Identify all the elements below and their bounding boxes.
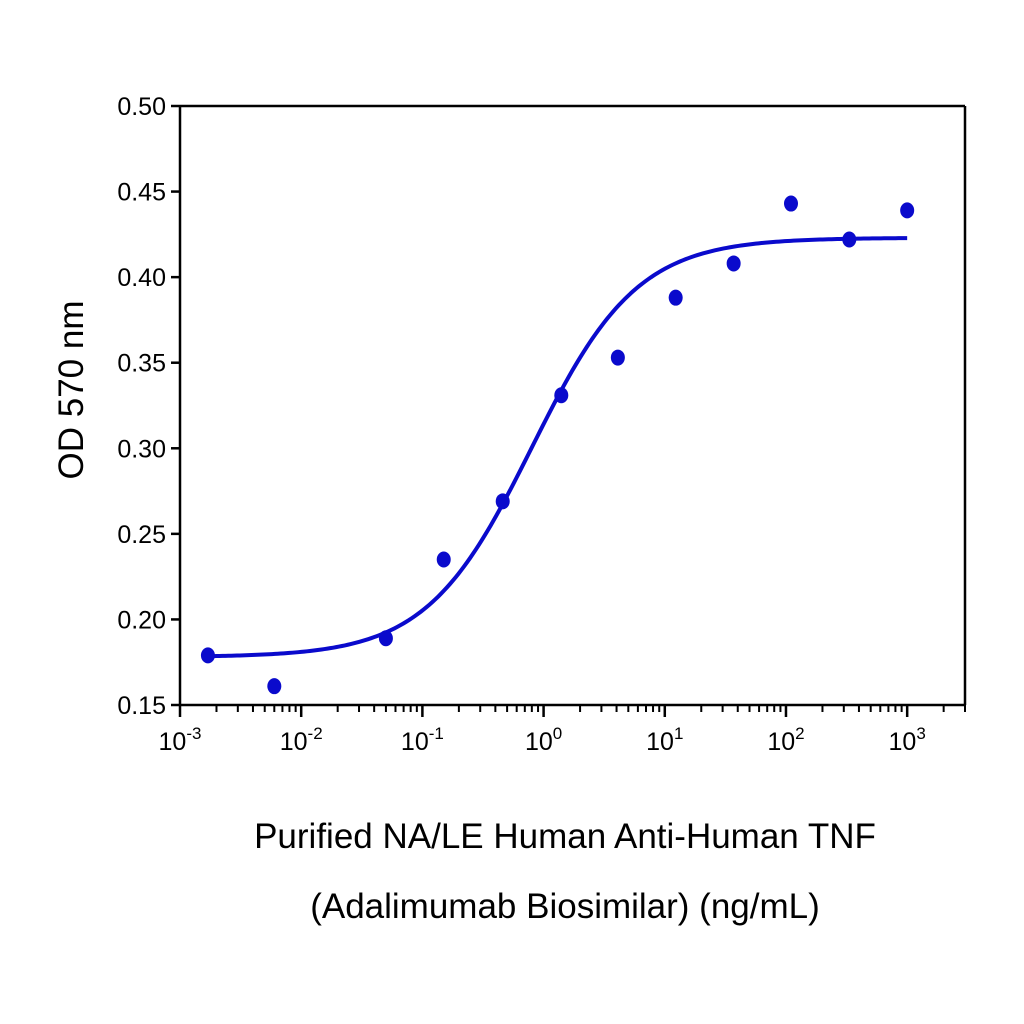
data-points-layer <box>200 195 915 695</box>
data-point <box>436 551 451 568</box>
data-point <box>495 493 510 510</box>
x-tick-label: 102 <box>767 724 804 756</box>
data-point <box>267 678 282 695</box>
data-point <box>900 202 915 219</box>
data-point <box>610 349 625 366</box>
data-point <box>200 647 215 664</box>
fit-curve <box>207 236 908 659</box>
y-tick-label: 0.50 <box>117 93 166 121</box>
x-tick-label: 103 <box>889 724 926 756</box>
y-tick-label: 0.35 <box>117 350 166 378</box>
data-point <box>554 387 569 404</box>
fit-curve-layer <box>207 236 908 659</box>
y-tick-label: 0.15 <box>117 692 166 720</box>
y-tick-label: 0.40 <box>117 264 166 292</box>
data-point <box>783 195 798 212</box>
data-point <box>378 630 393 647</box>
x-tick-label: 10-3 <box>159 724 202 756</box>
data-point <box>668 289 683 306</box>
y-tick-label: 0.25 <box>117 521 166 549</box>
x-tick-label: 100 <box>525 724 562 756</box>
x-tick-label: 10-1 <box>401 724 444 756</box>
x-axis-title-line-2: (Adalimumab Biosimilar) (ng/mL) <box>310 887 820 926</box>
data-point <box>726 255 741 272</box>
x-tick-label: 101 <box>646 724 683 756</box>
y-tick-label: 0.45 <box>117 179 166 207</box>
y-axis-title: OD 570 nm <box>52 301 91 480</box>
axis-titles: OD 570 nm Purified NA/LE Human Anti-Huma… <box>52 301 876 926</box>
axes: 0.15 0.20 0.25 0.30 0.35 0.40 0.45 0.50 10-3 10-2… <box>117 93 967 756</box>
x-axis-title-line-1: Purified NA/LE Human Anti-Human TNF <box>254 817 876 856</box>
y-tick-label: 0.30 <box>117 435 166 463</box>
data-point <box>842 231 857 248</box>
x-tick-label: 10-2 <box>280 724 323 756</box>
y-tick-label: 0.20 <box>117 606 166 634</box>
